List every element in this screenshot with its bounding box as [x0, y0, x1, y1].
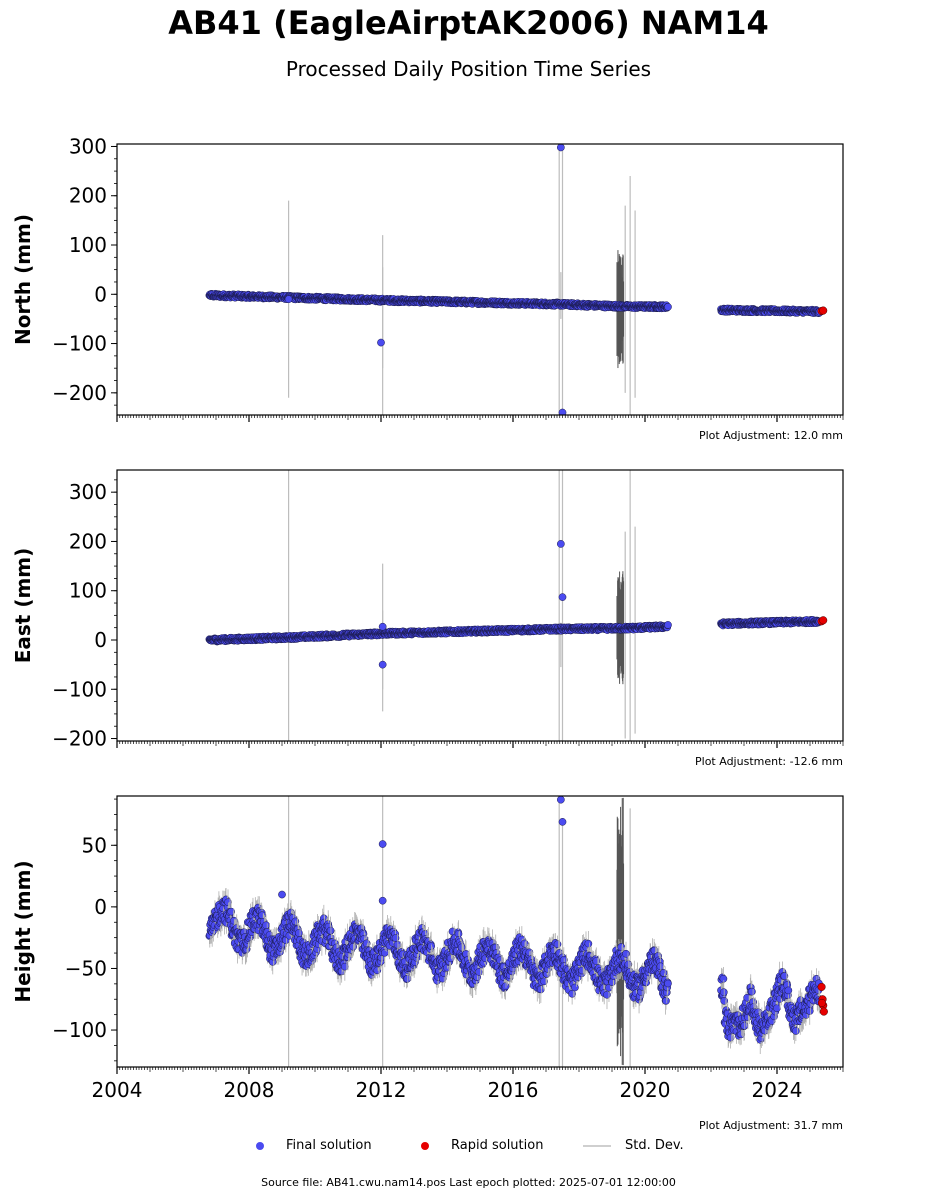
north-ytick-label: 300 — [69, 134, 107, 158]
east-ytick-label: 300 — [69, 480, 107, 504]
north-ytick-label: 100 — [69, 233, 107, 257]
east-final-outlier — [558, 593, 567, 601]
height-data-layer — [205, 796, 828, 1067]
east-ytick-label: 100 — [69, 579, 107, 603]
north-final-point — [664, 303, 672, 311]
east-final-outlier — [557, 540, 565, 548]
north-ytick-label: 0 — [94, 282, 107, 306]
north-data-layer — [205, 144, 828, 415]
north-final-outlier — [284, 295, 293, 304]
north-final-outlier — [557, 144, 565, 152]
east-plot-frame — [116, 469, 844, 742]
height-final-point — [373, 966, 382, 975]
chart-subtitle: Processed Daily Position Time Series — [285, 57, 652, 81]
north-final-outlier — [558, 408, 567, 415]
east-ytick-label: 0 — [94, 628, 107, 652]
height-final-point — [227, 907, 236, 916]
east-ylabel: East (mm) — [11, 548, 35, 664]
north-plot-frame — [116, 143, 844, 416]
north-ytick-label: 200 — [69, 184, 107, 208]
north-ytick-label: −200 — [52, 381, 107, 405]
east-final-outlier — [378, 660, 387, 669]
east-rapid-point — [819, 616, 828, 625]
east-ytick-label: −100 — [52, 677, 107, 701]
east-final-point — [664, 621, 672, 629]
east-final-outlier — [378, 622, 387, 631]
chart-title: AB41 (EagleAirptAK2006) NAM14 — [168, 4, 769, 42]
east-data-layer — [205, 470, 828, 741]
height-final-point — [340, 962, 349, 971]
north-final-outlier — [377, 338, 385, 347]
north-ylabel: North (mm) — [11, 214, 35, 345]
north-rapid-point — [819, 306, 828, 315]
height-final-point — [262, 921, 270, 930]
east-ytick-label: 200 — [69, 529, 107, 553]
height-final-point — [295, 929, 303, 937]
north-ytick-label: −100 — [52, 332, 107, 356]
east-ytick-label: −200 — [52, 727, 107, 751]
